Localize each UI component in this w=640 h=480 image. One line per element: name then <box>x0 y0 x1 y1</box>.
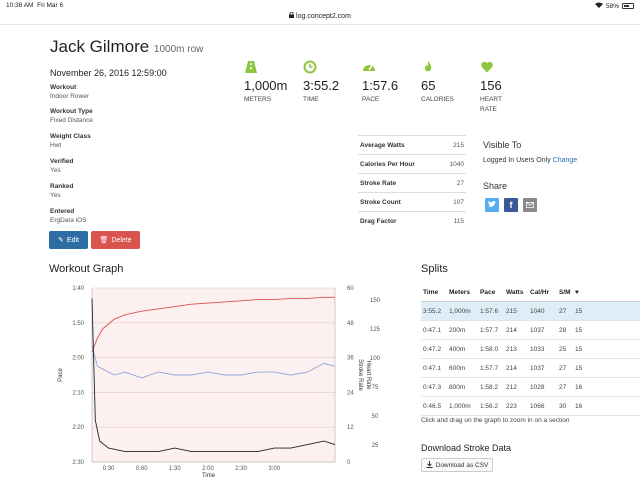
divider <box>0 24 640 25</box>
edit-button[interactable]: ✎ Edit <box>49 231 88 249</box>
download-csv-button[interactable]: Download as CSV <box>421 458 493 472</box>
download-icon <box>426 460 433 470</box>
stroke-rate-tick-label: 0 <box>347 460 351 466</box>
meta-entered: Entered ErgData iOS <box>50 208 87 224</box>
pace-tick-label: 2:20 <box>72 425 84 431</box>
zoom-hint: Click and drag on the graph to zoom in o… <box>421 417 570 424</box>
delete-button[interactable]: 🗑 Delete <box>91 231 140 249</box>
pace-series-line <box>91 298 336 453</box>
stat-heart-rate: 156 HEART RATE <box>480 60 510 115</box>
trash-icon: 🗑 <box>99 237 109 244</box>
workout-subtitle: 1000m row <box>153 44 204 55</box>
stroke-rate-tick-label: 12 <box>347 425 354 431</box>
meta-workout: Workout Indoor Rower <box>50 84 90 100</box>
heart-rate-tick-label: 150 <box>370 298 381 304</box>
battery-icon <box>622 3 634 9</box>
pace-tick-label: 1:50 <box>72 321 84 327</box>
stroke-rate-tick-label: 48 <box>347 321 354 327</box>
wifi-icon <box>594 2 603 10</box>
pace-tick-label: 2:10 <box>72 390 84 396</box>
change-visibility-link[interactable]: Change <box>552 157 578 164</box>
x-tick-label: 2:30 <box>235 466 247 472</box>
heart-rate-tick-label: 25 <box>372 443 379 449</box>
summary-row: Calories Per Hour 1040 <box>358 154 466 173</box>
pencil-icon: ✎ <box>58 237 64 244</box>
heart-rate-tick-label: 100 <box>370 356 381 362</box>
speedometer-icon <box>362 60 376 74</box>
splits-row[interactable]: 0:47.3 800m 1:58.2 212 1028 27 16 <box>421 378 640 397</box>
meta-ranked: Ranked Yes <box>50 183 74 199</box>
x-tick-label: 3:00 <box>268 466 280 472</box>
share-title: Share <box>483 181 508 191</box>
download-title: Download Stroke Data <box>421 443 512 453</box>
stroke-rate-tick-label: 36 <box>347 356 354 362</box>
stat-meters: 1,000m METERS <box>244 60 287 105</box>
email-share-button[interactable] <box>523 198 537 212</box>
splits-header: Time Meters Pace Watts Cal/Hr S/M ♥ <box>421 283 640 302</box>
y3-axis-label: Heart Rate <box>365 360 371 390</box>
x-tick-label: 0:60 <box>136 466 148 472</box>
clock-icon <box>303 60 317 74</box>
twitter-icon <box>488 200 496 210</box>
facebook-icon: f <box>509 200 513 210</box>
x-axis-label: Time <box>202 473 216 479</box>
visibility-value: Logged In Users Only Change <box>483 157 578 164</box>
athlete-name: Jack Gilmore 1000m row <box>50 37 204 56</box>
splits-row[interactable]: 0:47.2 400m 1:58.0 213 1033 25 15 <box>421 340 640 359</box>
x-tick-label: 1:30 <box>169 466 181 472</box>
summary-row: Drag Factor 115 <box>358 211 466 230</box>
stat-pace: 1:57.6 PACE <box>362 60 398 105</box>
workout-graph[interactable]: 1:40 60 1:50 48 2:00 36 2:10 24 2:20 12 2:30 0 150 12… <box>50 282 390 480</box>
stat-time: 3:55.2 TIME <box>303 60 339 105</box>
heart-rate-tick-label: 75 <box>372 385 379 391</box>
x-tick-label: 2:00 <box>202 466 214 472</box>
splits-row[interactable]: 0:46.5 1,000m 1:56.2 223 1066 30 16 <box>421 397 640 416</box>
stat-calories: 65 CALORIES <box>421 60 454 105</box>
summary-row: Average Watts 215 <box>358 135 466 154</box>
pace-tick-label: 2:00 <box>72 356 84 362</box>
stroke-rate-series-line <box>91 345 336 379</box>
url-text: log.concept2.com <box>296 13 351 20</box>
status-bar: 10:38 AM Fri Mar 6 58% <box>0 0 640 12</box>
stroke-rate-tick-label: 60 <box>347 286 354 292</box>
summary-row: Stroke Count 107 <box>358 192 466 211</box>
summary-table: Average Watts 215 Calories Per Hour 1040 S… <box>358 135 466 230</box>
x-tick-label: 0:30 <box>103 466 115 472</box>
road-icon <box>244 60 258 74</box>
status-right: 58% <box>594 2 634 10</box>
heart-rate-tick-label: 50 <box>372 414 379 420</box>
y-axis-label: Pace <box>58 368 64 382</box>
facebook-share-button[interactable]: f <box>504 198 518 212</box>
splits-row[interactable]: 3:55.2 1,000m 1:57.6 215 1040 27 15 <box>421 302 640 321</box>
heart-rate-tick-label: 125 <box>370 327 381 333</box>
workout-graph-title: Workout Graph <box>49 263 124 275</box>
splits-title: Splits <box>421 263 448 275</box>
splits-row[interactable]: 0:47.1 600m 1:57.7 214 1037 27 15 <box>421 359 640 378</box>
heart-rate-series-line <box>91 296 335 352</box>
pace-tick-label: 2:30 <box>72 460 84 466</box>
splits-table: Time Meters Pace Watts Cal/Hr S/M ♥ 3:55.2 1,00… <box>421 283 640 416</box>
heart-icon <box>480 60 494 74</box>
status-time: 10:38 AM Fri Mar 6 <box>6 2 64 9</box>
envelope-icon <box>525 201 535 210</box>
twitter-share-button[interactable] <box>485 198 499 212</box>
flame-icon <box>421 60 435 74</box>
pace-tick-label: 1:40 <box>72 286 84 292</box>
y2-axis-label: Stroke Rate <box>357 359 363 391</box>
meta-workout-type: Workout Type Fixed Distance <box>50 108 93 124</box>
url-bar[interactable]: log.concept2.com <box>0 11 640 24</box>
workout-date: November 26, 2016 12:59:00 <box>50 68 167 78</box>
battery-percent: 58% <box>605 2 619 10</box>
lock-icon <box>289 11 295 20</box>
visibility-title: Visible To <box>483 140 522 150</box>
stroke-rate-tick-label: 24 <box>347 390 354 396</box>
meta-weight-class: Weight Class Hwt <box>50 133 91 149</box>
summary-row: Stroke Rate 27 <box>358 173 466 192</box>
splits-row[interactable]: 0:47.1 200m 1:57.7 214 1037 28 15 <box>421 321 640 340</box>
meta-verified: Verified Yes <box>50 158 74 174</box>
